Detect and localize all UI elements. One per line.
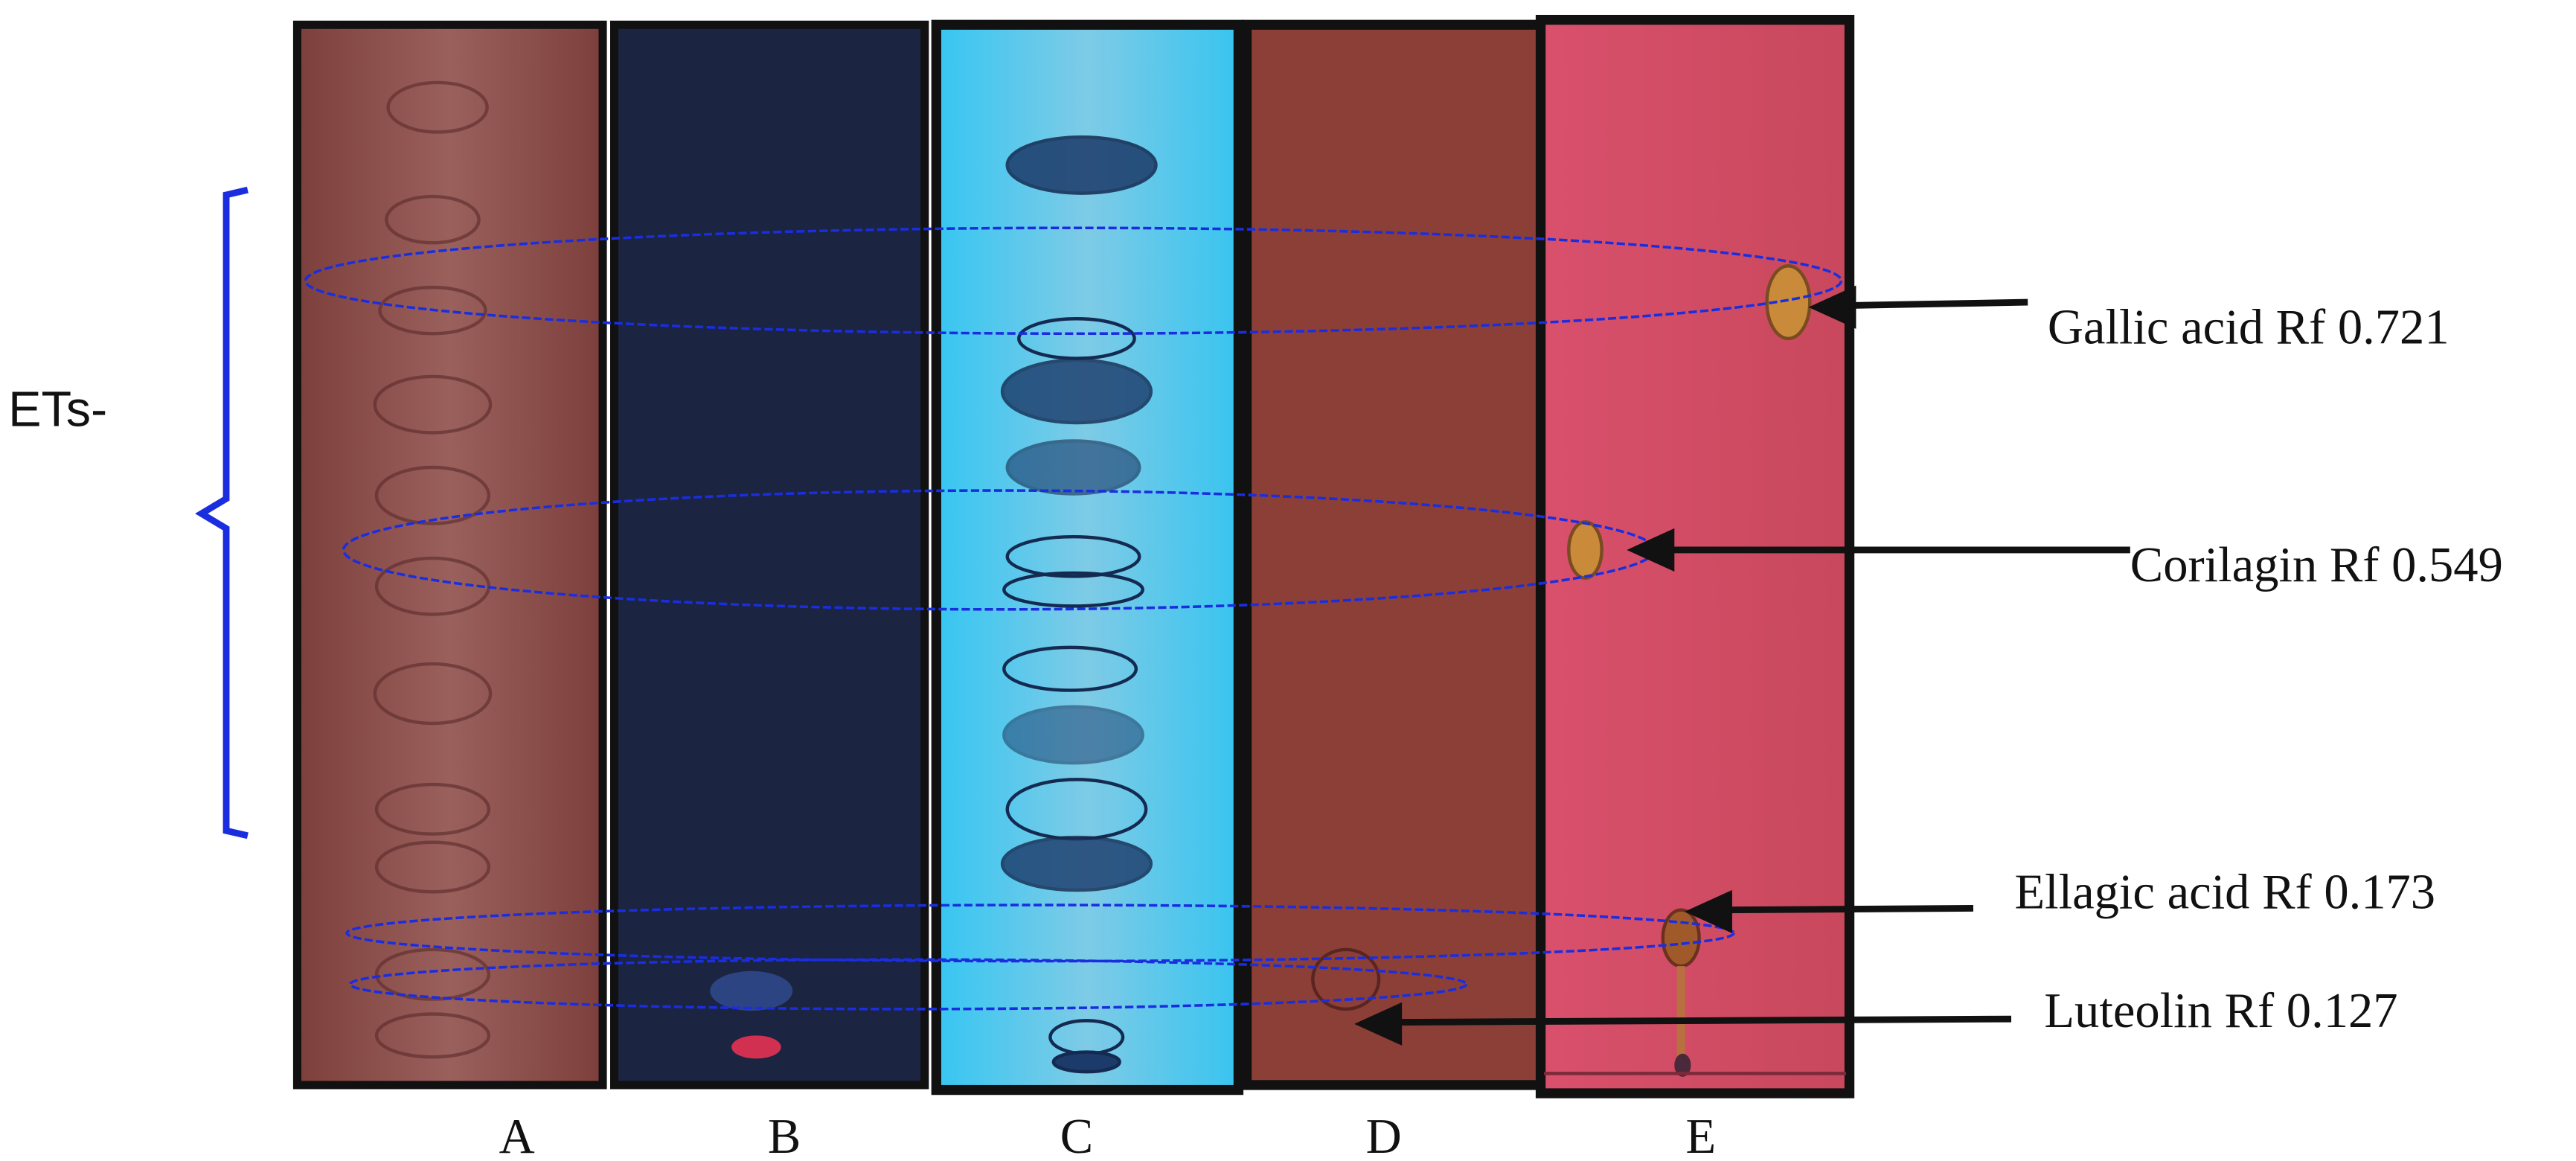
lane-a-plate bbox=[292, 20, 607, 1090]
annotation: Corilagin Rf 0.549 bbox=[2130, 538, 2503, 592]
annotation: Luteolin Rf 0.127 bbox=[2044, 984, 2397, 1038]
lane-label: E bbox=[1685, 1110, 1716, 1161]
lane-label: B bbox=[768, 1110, 801, 1161]
lane-b-plate bbox=[610, 20, 929, 1090]
rf-ellipses bbox=[304, 226, 1843, 1011]
arrows bbox=[1354, 285, 2130, 1046]
lane-c-plate bbox=[931, 19, 1244, 1096]
group-bracket bbox=[195, 186, 249, 839]
lane-b-spots bbox=[710, 970, 793, 1059]
lane-label: D bbox=[1366, 1110, 1402, 1161]
annotation: Gallic acid Rf 0.721 bbox=[2048, 301, 2450, 355]
annotation: Ellagic acid Rf 0.173 bbox=[2014, 865, 2435, 919]
lane-label: C bbox=[1060, 1110, 1093, 1161]
lane-labels: A B C D E bbox=[499, 1110, 1717, 1161]
group-label: ETs- bbox=[8, 383, 107, 438]
lane-d-e-spots bbox=[1311, 264, 1847, 1077]
lane-d-plate bbox=[1241, 19, 1549, 1090]
lane-c-spots bbox=[1000, 135, 1158, 1074]
lane-label: A bbox=[499, 1110, 535, 1161]
